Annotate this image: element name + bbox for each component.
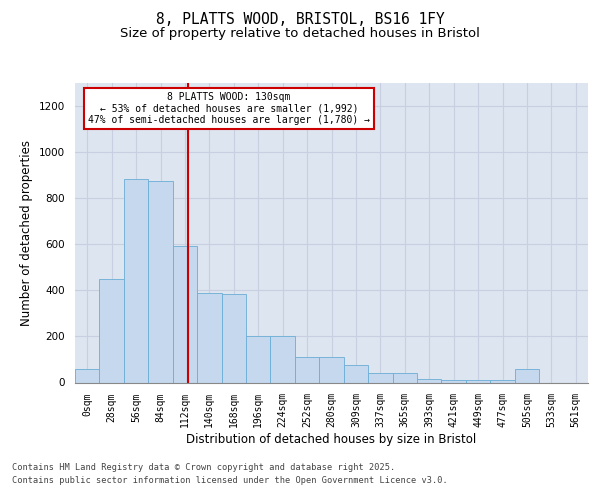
Bar xyxy=(75,368,100,382)
Bar xyxy=(417,379,442,382)
Bar xyxy=(368,374,392,382)
Bar xyxy=(392,374,417,382)
Bar xyxy=(197,292,221,382)
Bar xyxy=(490,380,515,382)
Text: Contains HM Land Registry data © Crown copyright and database right 2025.: Contains HM Land Registry data © Crown c… xyxy=(12,462,395,471)
Text: Contains public sector information licensed under the Open Government Licence v3: Contains public sector information licen… xyxy=(12,476,448,485)
Bar xyxy=(173,246,197,382)
Bar xyxy=(221,294,246,382)
Bar xyxy=(466,380,490,382)
Text: 8, PLATTS WOOD, BRISTOL, BS16 1FY: 8, PLATTS WOOD, BRISTOL, BS16 1FY xyxy=(155,12,445,28)
Bar xyxy=(148,180,173,382)
Y-axis label: Number of detached properties: Number of detached properties xyxy=(20,140,34,326)
Bar xyxy=(100,278,124,382)
Bar xyxy=(515,368,539,382)
Bar xyxy=(295,357,319,382)
X-axis label: Distribution of detached houses by size in Bristol: Distribution of detached houses by size … xyxy=(187,433,476,446)
Bar xyxy=(246,336,271,382)
Bar xyxy=(442,380,466,382)
Text: 8 PLATTS WOOD: 130sqm
← 53% of detached houses are smaller (1,992)
47% of semi-d: 8 PLATTS WOOD: 130sqm ← 53% of detached … xyxy=(88,92,370,124)
Bar xyxy=(271,336,295,382)
Bar xyxy=(344,365,368,382)
Bar xyxy=(124,180,148,382)
Text: Size of property relative to detached houses in Bristol: Size of property relative to detached ho… xyxy=(120,28,480,40)
Bar xyxy=(319,357,344,382)
